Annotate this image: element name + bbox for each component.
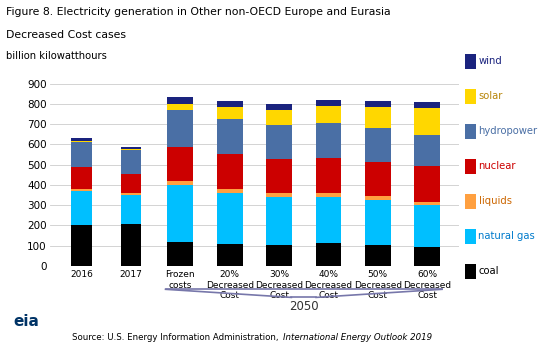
Bar [316,194,341,197]
Bar [266,197,292,245]
Text: wind: wind [478,56,502,66]
Text: Figure 8. Electricity generation in Other non-OECD Europe and Eurasia: Figure 8. Electricity generation in Othe… [6,7,390,17]
Bar [414,102,440,108]
Bar [365,162,390,196]
Bar [120,224,141,266]
Bar [168,110,193,147]
Bar [120,147,141,149]
Bar [168,147,193,181]
Bar [168,104,193,110]
Bar [266,125,292,159]
Bar [71,225,92,266]
Bar [365,107,390,128]
Bar [365,200,390,245]
Bar [266,104,292,110]
Bar [120,194,141,195]
Bar [266,245,292,266]
Text: eia: eia [14,314,40,329]
Bar [266,193,292,197]
Bar [168,97,193,104]
Text: solar: solar [478,91,503,101]
Bar [168,181,193,185]
Bar [217,107,243,119]
Bar [71,142,92,167]
Bar [120,150,141,174]
Bar [217,154,243,189]
Text: Decreased Cost cases: Decreased Cost cases [6,30,125,40]
Bar [168,185,193,242]
Bar [217,119,243,154]
Bar [414,166,440,202]
Bar [71,167,92,189]
Bar [217,193,243,244]
Text: liquids: liquids [478,196,512,206]
Bar [217,101,243,107]
Bar [365,101,390,107]
Bar [316,106,341,122]
Bar [71,191,92,225]
Bar [414,135,440,166]
Bar [266,159,292,193]
Bar [365,128,390,162]
Bar [316,158,341,194]
Bar [414,108,440,135]
Bar [168,242,193,266]
Bar [71,138,92,141]
Bar [71,141,92,142]
Bar [316,100,341,106]
Text: International Energy Outlook 2019: International Energy Outlook 2019 [283,333,432,342]
Text: Source: U.S. Energy Information Administration,: Source: U.S. Energy Information Administ… [72,333,280,342]
Text: 2050: 2050 [289,300,318,314]
Bar [414,205,440,247]
Text: natural gas: natural gas [478,231,535,241]
Bar [316,197,341,243]
Bar [414,247,440,266]
Bar [217,244,243,266]
Bar [316,122,341,158]
Text: nuclear: nuclear [478,161,516,171]
Bar [414,202,440,205]
Bar [365,245,390,266]
Text: billion kilowatthours: billion kilowatthours [6,51,106,61]
Bar [71,189,92,191]
Bar [217,189,243,193]
Bar [120,174,141,194]
Bar [120,195,141,224]
Bar [120,149,141,150]
Text: hydropower: hydropower [478,126,538,136]
Text: coal: coal [478,266,499,276]
Bar [266,110,292,125]
Bar [316,243,341,266]
Bar [365,196,390,200]
